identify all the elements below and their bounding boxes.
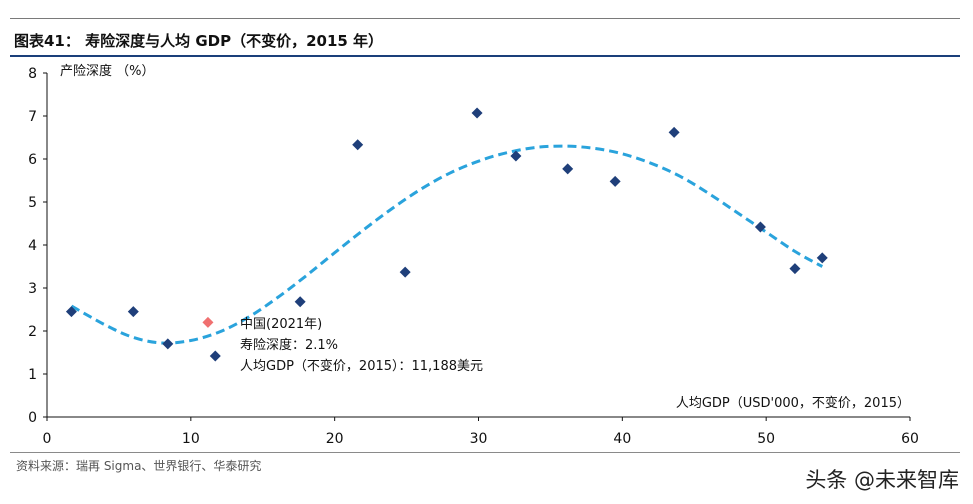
data-point: [609, 175, 621, 187]
y-axis-label: 产险深度 （%）: [60, 63, 155, 79]
data-point: [352, 139, 364, 151]
data-point: [510, 150, 522, 162]
top-rule: [10, 18, 960, 19]
y-tick-label: 6: [28, 152, 37, 168]
x-tick-label: 0: [43, 431, 52, 447]
watermark: 头条 @未来智库: [805, 468, 959, 492]
china-highlight-point: [202, 316, 214, 328]
data-point: [294, 296, 306, 308]
figure-title: 图表41： 寿险深度与人均 GDP（不变价，2015 年）: [14, 32, 384, 50]
data-point: [789, 263, 801, 275]
bottom-rule: [10, 452, 960, 453]
data-point: [399, 266, 411, 278]
y-tick-label: 0: [28, 410, 37, 426]
title-rule: [10, 55, 960, 57]
y-tick-label: 1: [28, 367, 37, 383]
chart-labels: 产险深度 （%） 人均GDP（USD'000，不变价，2015） 中国(2021…: [60, 63, 910, 411]
x-tick-label: 60: [901, 431, 919, 447]
y-tick-label: 4: [28, 238, 37, 254]
axes: 0 1 2 3 4 5 6 7 8 0 10 20 30 40 50 60: [28, 66, 919, 447]
x-tick-label: 30: [470, 431, 488, 447]
trendline-group: [70, 144, 824, 345]
data-point: [162, 338, 174, 350]
y-tick-label: 3: [28, 281, 37, 297]
y-tick-label: 7: [28, 109, 37, 125]
data-point: [754, 221, 766, 233]
data-point: [668, 126, 680, 138]
x-tick-label: 40: [613, 431, 631, 447]
source-note: 资料来源：瑞再 Sigma、世界银行、华泰研究: [16, 459, 262, 473]
data-point: [816, 252, 828, 264]
x-tick-label: 10: [182, 431, 200, 447]
data-point: [471, 107, 483, 119]
data-point: [209, 350, 221, 362]
annotation-line-3: 人均GDP（不变价，2015）：11,188美元: [240, 358, 483, 374]
x-axis-label: 人均GDP（USD'000，不变价，2015）: [676, 395, 910, 411]
y-tick-label: 8: [28, 66, 37, 82]
trendline: [70, 144, 824, 345]
data-point: [127, 306, 139, 318]
y-tick-label: 5: [28, 195, 37, 211]
annotation-line-2: 寿险深度：2.1%: [240, 337, 338, 353]
data-point: [65, 306, 77, 318]
data-points: [65, 107, 828, 362]
y-tick-label: 2: [28, 324, 37, 340]
annotation-line-1: 中国(2021年): [240, 317, 322, 332]
x-tick-label: 50: [757, 431, 775, 447]
x-tick-label: 20: [326, 431, 344, 447]
data-point: [562, 163, 574, 175]
